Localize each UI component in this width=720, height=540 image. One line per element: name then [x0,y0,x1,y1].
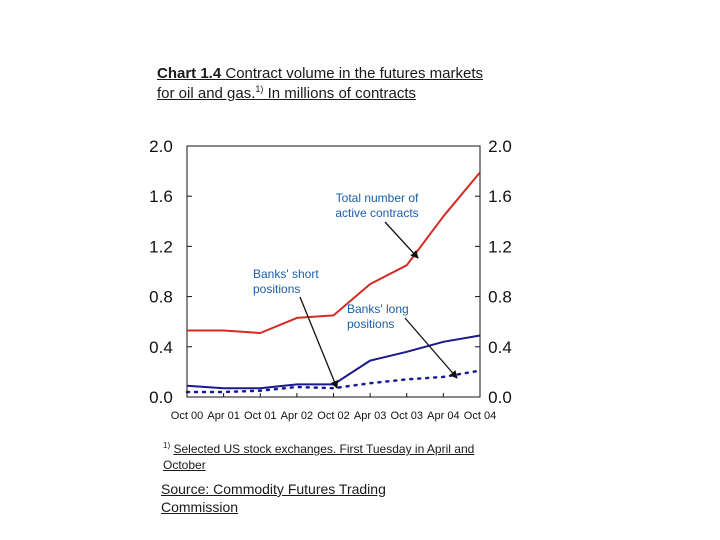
y-tick-label-left: 0.0 [149,388,173,407]
footnote-text: Selected US stock exchanges. First Tuesd… [163,442,475,472]
annotation-label-2: positions [253,282,300,296]
annotation-label-1: active contracts [335,206,418,220]
series-line-1 [187,171,481,334]
x-tick-label: Apr 04 [427,410,459,422]
source-note: Source: Commodity Futures Trading Commis… [161,481,386,515]
y-tick-label-left: 0.8 [149,288,173,307]
x-tick-label: Apr 02 [281,410,313,422]
plot-frame [186,145,481,398]
y-tick-label-left: 0.4 [149,338,173,357]
chart-title: Chart 1.4 Contract volume in the futures… [157,64,497,104]
chart-unit: In millions of contracts [267,85,416,102]
y-tick-label-left: 1.6 [149,187,173,206]
y-tick-label-right: 0.0 [488,388,512,407]
annotation-label-2: Banks' short [253,267,319,281]
annotation-arrow-1 [384,221,419,259]
series-layer [185,171,482,394]
y-tick-label-right: 0.8 [488,288,512,307]
annotation-arrow-2 [299,296,339,389]
annotation-label-3: Banks' long [347,302,409,316]
annotation-arrow-3 [404,317,458,379]
x-tick-label: Oct 00 [171,410,203,422]
chart-number: Chart 1.4 [157,65,222,82]
y-tick-label-left: 2.0 [149,137,173,156]
y-tick-label-right: 0.4 [488,338,512,357]
title-footnote-marker: 1) [255,84,264,94]
x-tick-label: Oct 02 [317,410,349,422]
x-tick-label: Apr 03 [354,410,386,422]
y-tick-label-right: 1.2 [488,237,512,256]
chart-title-text: Contract volume in the futures markets f… [157,65,483,102]
x-tick-label: Oct 04 [464,410,496,422]
y-tick-label-left: 1.2 [149,237,173,256]
axes-layer: 0.0 0.0 0.4 0.4 0.8 0.8 1.2 1.2 1.6 1.6 2.0 2.0 Oct … [149,137,512,422]
annotation-label-3: positions [347,317,394,331]
y-tick-label-right: 1.6 [488,187,512,206]
x-tick-label: Oct 01 [244,410,276,422]
x-tick-label: Apr 01 [207,410,239,422]
y-tick-label-right: 2.0 [488,137,512,156]
footnote-marker: 1) [163,441,171,450]
footnote: 1) Selected US stock exchanges. First Tu… [163,438,508,473]
x-tick-label: Oct 03 [391,410,423,422]
annotation-label-1: Total number of [336,191,419,205]
